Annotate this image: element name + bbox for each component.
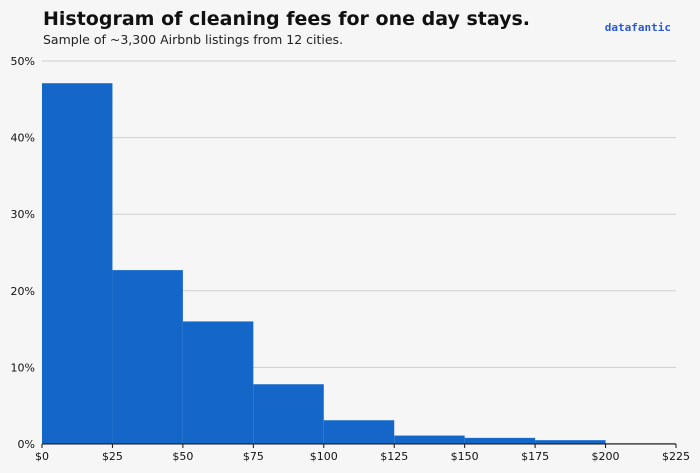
y-tick-label: 50% [11, 55, 35, 68]
x-tick-label: $225 [662, 450, 690, 463]
histogram-bar [323, 420, 395, 444]
histogram-bar [464, 437, 536, 444]
y-tick-label: 0% [18, 438, 35, 451]
x-tick-label: $100 [310, 450, 338, 463]
x-tick-label: $125 [380, 450, 408, 463]
histogram-bar [112, 270, 183, 444]
x-tick-label: $25 [102, 450, 123, 463]
histogram-bar [394, 435, 465, 444]
x-tick-label: $50 [172, 450, 193, 463]
histogram-bar [535, 440, 606, 444]
histogram-bar [42, 83, 113, 445]
y-tick-label: 10% [11, 361, 35, 374]
histogram-bar [182, 321, 254, 444]
chart-title: Histogram of cleaning fees for one day s… [43, 8, 530, 30]
y-tick-label: 20% [11, 285, 35, 298]
x-tick-label: $175 [521, 450, 549, 463]
chart-subtitle: Sample of ~3,300 Airbnb listings from 12… [43, 32, 344, 47]
x-tick-label: $200 [592, 450, 620, 463]
histogram-bar [253, 384, 324, 444]
x-tick-label: $150 [451, 450, 479, 463]
y-tick-label: 40% [11, 132, 35, 145]
brand-logo: datafantic [604, 21, 671, 34]
x-tick-label: $75 [243, 450, 264, 463]
x-tick-label: $0 [35, 450, 49, 463]
y-tick-label: 30% [11, 208, 35, 221]
